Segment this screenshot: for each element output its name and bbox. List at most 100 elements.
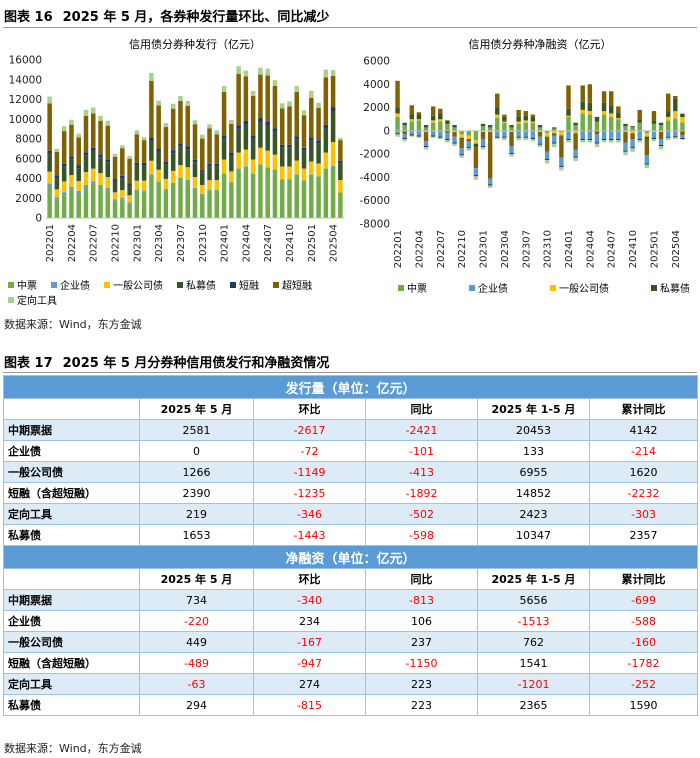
bar-segment <box>409 135 415 137</box>
bar-segment <box>673 98 678 112</box>
bar-segment <box>651 123 657 131</box>
bar-segment <box>243 149 249 167</box>
x-tick-label: 202310 <box>198 224 209 262</box>
bar-segment <box>98 154 103 158</box>
row-label: 短融（含超短融） <box>3 482 140 504</box>
y-tick-label: -2000 <box>359 149 390 161</box>
bar-segment <box>594 130 600 135</box>
bar-segment <box>552 127 557 129</box>
bar-segment <box>473 147 479 169</box>
bar-segment <box>502 137 507 141</box>
table-cell: 219 <box>139 503 254 525</box>
bar-segment <box>279 166 285 180</box>
bar-segment <box>637 139 642 141</box>
bar-segment <box>250 159 256 174</box>
bar-segment <box>149 140 154 161</box>
bar-segment <box>90 107 96 114</box>
table-row: 私募债 1653 -1443 -598 10347 2357 <box>3 524 699 546</box>
bar-segment <box>673 118 678 131</box>
bar-segment <box>487 125 493 128</box>
bar-segment <box>673 136 678 138</box>
bar-segment <box>76 133 81 138</box>
bar-segment <box>134 165 140 181</box>
table-cell: -160 <box>588 631 699 653</box>
bar-segment <box>61 131 67 164</box>
table-cell: 2357 <box>588 524 699 546</box>
bar-segment <box>673 137 678 140</box>
table-cell: -598 <box>365 524 478 546</box>
bar-segment <box>192 177 198 188</box>
bar-segment <box>523 136 528 138</box>
bar-segment <box>680 130 685 136</box>
bar-segment <box>338 140 343 161</box>
table-cell: 762 <box>477 631 590 653</box>
issuance-legend: 中票 企业债 一般公司债 私募债 短融 超短融 定向工具 <box>8 277 353 307</box>
bar-segment <box>163 189 169 218</box>
x-tick-label: 202307 <box>176 224 187 262</box>
bar-segment <box>250 173 256 218</box>
bar-segment <box>516 116 521 122</box>
bar-segment <box>616 106 621 113</box>
bar-segment <box>651 132 657 138</box>
bar-segment <box>395 130 400 134</box>
bar-segment <box>623 126 628 131</box>
bar-segment <box>466 135 471 139</box>
bar-segment <box>170 170 176 183</box>
bar-segment <box>466 141 471 148</box>
bar-segment <box>601 139 607 141</box>
bar-segment <box>395 116 400 131</box>
bar-segment <box>665 93 671 112</box>
bar-segment <box>537 130 543 133</box>
x-tick-label: 202410 <box>285 224 296 262</box>
net-financing-chart: 信用债分券种净融资（亿元） -8000 -6000 -4000 -2000 0 2000 40… <box>359 37 686 268</box>
table-cell: 223 <box>365 694 478 716</box>
table-cell: -2232 <box>588 482 699 504</box>
bar-segment <box>309 90 314 98</box>
column-header: 2025 年 5 月 <box>139 398 254 420</box>
bar-segment <box>338 163 343 181</box>
bar-segment <box>323 69 329 78</box>
bar-segment <box>438 137 443 139</box>
bar-segment <box>207 180 212 190</box>
table-cell: 2390 <box>139 482 254 504</box>
bar-segment <box>141 190 147 192</box>
table-cell: -1443 <box>253 524 366 546</box>
bar-segment <box>630 127 635 131</box>
bar-segment <box>630 133 635 140</box>
table-cell: -1201 <box>477 673 590 695</box>
legend-swatch <box>104 281 110 288</box>
bar-segment <box>445 130 450 134</box>
bar-segment <box>279 147 285 167</box>
bar-segment <box>487 178 493 185</box>
bar-segment <box>623 142 628 151</box>
bar-segment <box>149 175 154 218</box>
bar-segment <box>112 199 118 201</box>
bar-segment <box>644 164 650 169</box>
bar-segment <box>623 123 628 127</box>
bar-segment <box>459 139 464 149</box>
bar-segment <box>301 150 307 169</box>
row-label: 短融（含超短融） <box>3 652 140 674</box>
legend-swatch <box>177 281 183 288</box>
table-cell: -214 <box>588 440 699 462</box>
bar-segment <box>573 133 578 150</box>
bar-segment <box>616 118 621 120</box>
bar-segment <box>587 102 593 112</box>
bar-segment <box>487 132 493 179</box>
bar-segment <box>516 136 521 138</box>
table-cell: -588 <box>588 610 699 632</box>
bar-segment <box>466 148 471 151</box>
column-header: 同比 <box>365 568 478 590</box>
bar-segment <box>594 142 600 144</box>
figure-16-title: 图表 16 2025 年 5 月，各券种发行量环比、同比减少 <box>4 6 329 25</box>
bar-segment <box>47 150 52 154</box>
legend-item: 私募债 <box>177 277 216 292</box>
bar-segment <box>112 181 118 193</box>
bar-segment <box>120 199 125 218</box>
row-label: 中期票据 <box>3 419 140 441</box>
row-label: 企业债 <box>3 610 140 632</box>
legend-swatch <box>469 284 475 291</box>
bar-segment <box>170 183 176 218</box>
table-row: 企业债 0 -72 -101 133 -214 <box>3 440 699 462</box>
bar-segment <box>516 123 521 131</box>
